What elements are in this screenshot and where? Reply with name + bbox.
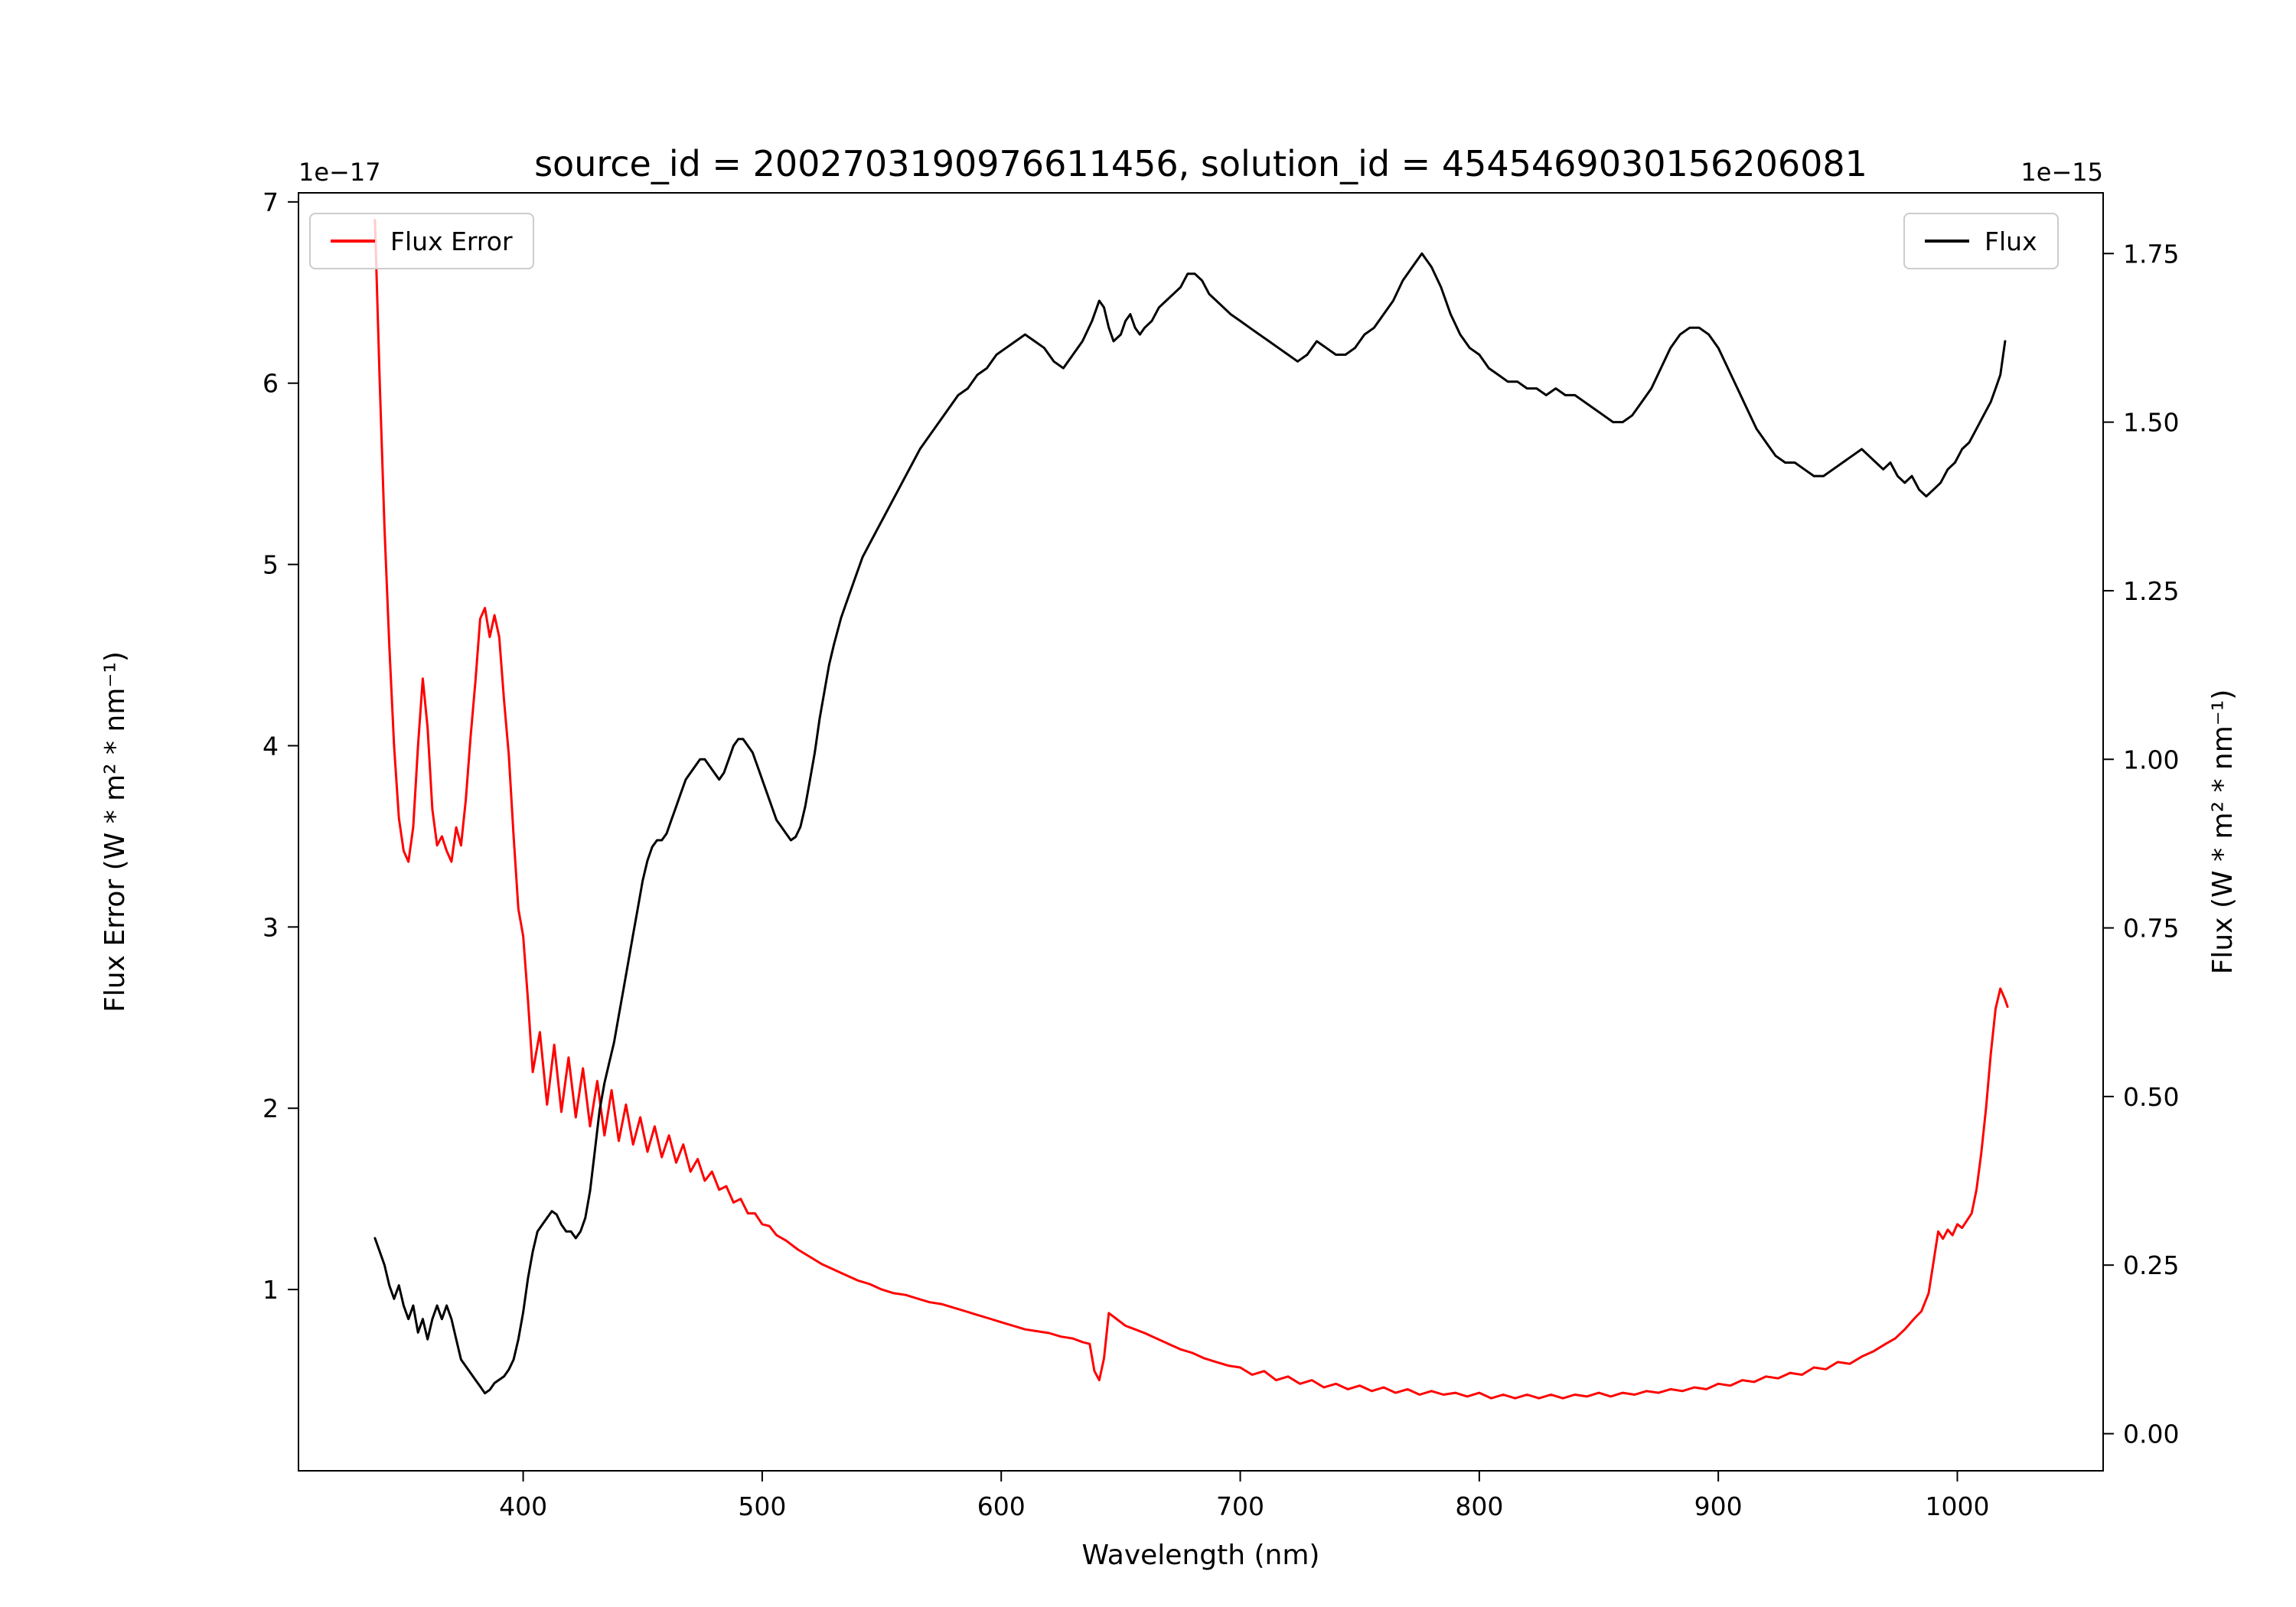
plot-border [298,192,2104,1472]
right-y-tick-label: 1.25 [2123,576,2179,606]
series-line-flux [373,252,2007,1395]
flux-error-legend-line-swatch [331,240,375,243]
x-tick-label: 900 [1694,1491,1743,1521]
legend-flux-label: Flux [1985,226,2037,256]
left-y-tick-label: 7 [263,187,279,217]
x-tick-label: 1000 [1925,1491,1989,1521]
axis-ticks: 400 500 600 700 800 900 1000 1 2 3 4 5 6 7 0.00 0.25 0.5… [263,187,2179,1521]
right-y-tick-label: 1.75 [2123,239,2179,269]
right-y-tick-label: 0.00 [2123,1420,2179,1449]
left-y-tick-label: 2 [263,1094,279,1123]
legend-flux-error: Flux Error [309,213,534,269]
x-tick-label: 600 [977,1491,1026,1521]
plot-title: source_id = 2002703190976611456, solutio… [534,143,1867,184]
x-axis-label: Wavelength (nm) [1082,1540,1320,1571]
right-y-axis-label: Flux (W * m² * nm⁻¹) [2207,689,2239,975]
right-y-tick-label: 0.75 [2123,914,2179,944]
right-axis-offset-text: 1e−15 [2020,158,2103,187]
left-y-tick-label: 1 [263,1275,279,1305]
x-tick-label: 800 [1455,1491,1503,1521]
right-y-tick-label: 1.00 [2123,745,2179,774]
right-y-tick-label: 0.50 [2123,1082,2179,1112]
left-y-tick-label: 5 [263,550,279,580]
legend-flux: Flux [1903,213,2059,269]
left-axis-offset-text: 1e−17 [298,158,381,187]
x-tick-label: 400 [499,1491,547,1521]
left-y-tick-label: 6 [263,369,279,399]
flux-legend-line-swatch [1925,240,1969,243]
series-line-flux-error [373,219,2009,1400]
legend-flux-error-label: Flux Error [390,226,513,256]
data-series [373,219,2009,1400]
left-y-tick-label: 4 [263,731,279,761]
x-tick-label: 700 [1216,1491,1264,1521]
right-y-tick-label: 0.25 [2123,1250,2179,1280]
left-y-axis-label: Flux Error (W * m² * nm⁻¹) [99,651,131,1012]
right-y-tick-label: 1.50 [2123,408,2179,438]
left-y-tick-label: 3 [263,912,279,942]
x-tick-label: 500 [738,1491,786,1521]
